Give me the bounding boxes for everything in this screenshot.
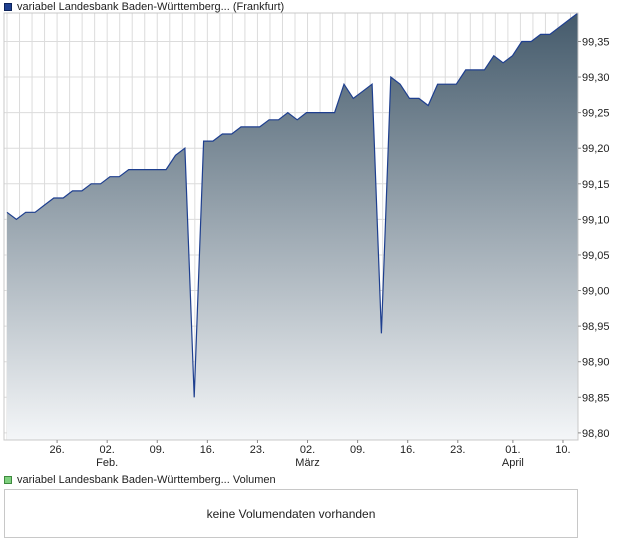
volume-legend: variabel Landesbank Baden-Württemberg...… [4,473,276,487]
volume-panel: keine Volumendaten vorhanden [4,489,578,538]
x-tick-label: 01. [505,444,520,456]
y-tick-label: 99,10 [582,214,610,226]
y-tick-label: 99,30 [582,72,610,84]
y-tick-label: 99,35 [582,36,610,48]
x-month-label: April [502,457,524,469]
x-tick-label: 02. [100,444,115,456]
price-legend-label: variabel Landesbank Baden-Württemberg...… [17,1,285,13]
x-month-label: März [295,457,319,469]
y-tick-label: 98,95 [582,321,610,333]
x-tick-label: 23. [450,444,465,456]
y-tick-label: 98,85 [582,392,610,404]
price-line [6,12,579,398]
volume-legend-label: variabel Landesbank Baden-Württemberg...… [17,474,276,486]
x-tick-label: 26. [49,444,64,456]
x-tick-label: 02. [300,444,315,456]
plot-frame [3,12,579,441]
price-legend: variabel Landesbank Baden-Württemberg...… [4,0,284,14]
volume-series-swatch [4,476,12,484]
y-tick-label: 98,80 [582,428,610,440]
x-tick-label: 09. [350,444,365,456]
y-tick-label: 98,90 [582,357,610,369]
y-tick-label: 99,00 [582,286,610,298]
x-tick-label: 23. [250,444,265,456]
y-tick-label: 99,20 [582,143,610,155]
y-axis: 99,35 99,30 99,25 99,20 99,15 99,10 99,05 99,00… [578,36,610,440]
price-series-swatch [4,3,12,11]
x-month-label: Feb. [96,457,118,469]
y-tick-label: 99,15 [582,179,610,191]
x-axis: 26. 02. 09. 16. 23. 02. 09. 16. 23. 01. 10. Feb. Mär… [49,440,571,469]
y-tick-label: 99,05 [582,250,610,262]
volume-empty-message: keine Volumendaten vorhanden [206,506,376,521]
x-tick-label: 16. [200,444,215,456]
price-area-fill [7,13,578,440]
x-tick-label: 10. [555,444,570,456]
y-tick-label: 99,25 [582,108,610,120]
price-chart: 99,35 99,30 99,25 99,20 99,15 99,10 99,05 99,00… [3,12,610,469]
x-tick-label: 09. [150,444,165,456]
x-tick-label: 16. [400,444,415,456]
